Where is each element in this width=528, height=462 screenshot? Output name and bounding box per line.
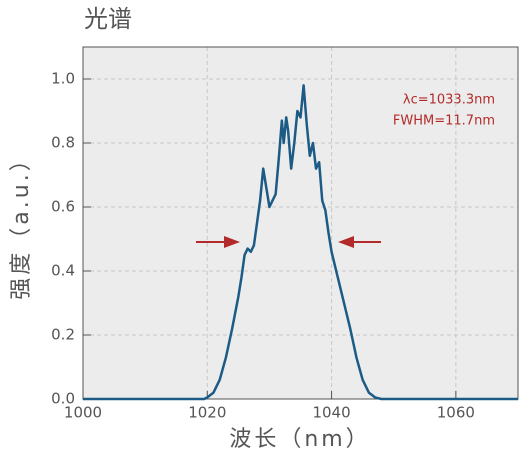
y-axis-label: 强度（a.u.） [9,146,34,299]
chart-title: 光谱 [84,5,132,33]
arrow [196,236,240,248]
y-tick-label: 0.4 [51,262,75,280]
x-tick-label: 1040 [312,404,350,422]
plot-frame [82,46,519,400]
x-tick-label: 1060 [437,404,475,422]
arrow [338,236,381,248]
x-tick-label: 1000 [64,404,102,422]
x-tick-label: 1020 [188,404,226,422]
y-tick-label: 0.0 [51,390,75,408]
annotation: λc=1033.3nm [403,93,495,108]
y-tick-label: 0.6 [51,198,75,216]
y-tick-label: 1.0 [51,70,75,88]
y-tick-label: 0.8 [51,134,75,152]
x-axis-label: 波长（nm） [229,427,370,452]
y-tick-label: 0.2 [51,326,75,344]
spectrum-line [83,84,518,401]
annotation: FWHM=11.7nm [393,114,495,129]
